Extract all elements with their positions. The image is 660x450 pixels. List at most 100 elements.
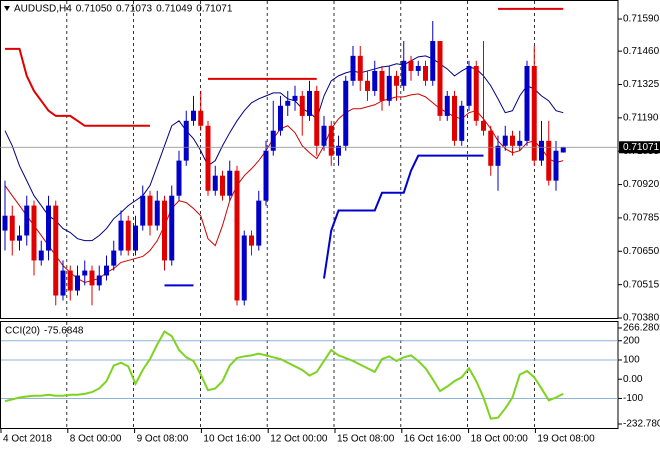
x-tick-label: 18 Oct 00:00 bbox=[471, 434, 529, 445]
candle-body bbox=[473, 65, 479, 121]
candle-body bbox=[307, 90, 312, 116]
candle-body bbox=[560, 147, 566, 153]
candle-body bbox=[365, 80, 370, 91]
candle-body bbox=[118, 220, 124, 251]
x-tick-label: 15 Oct 08:00 bbox=[337, 434, 395, 445]
candle-body bbox=[270, 130, 276, 151]
candle-body bbox=[125, 220, 131, 251]
y-tick-label: 0.71590 bbox=[623, 14, 660, 25]
candle-body bbox=[299, 95, 305, 116]
y-tick-label: 0.71460 bbox=[623, 46, 660, 57]
y-tick-label: 0.71190 bbox=[623, 113, 659, 124]
candle-body bbox=[278, 105, 283, 131]
x-tick-label: 16 Oct 16:00 bbox=[404, 434, 462, 445]
overlay-line bbox=[164, 154, 484, 287]
ohlc-label: 0.71050 bbox=[76, 4, 113, 15]
ohlc-label: 0.71049 bbox=[156, 4, 193, 15]
candle-body bbox=[111, 250, 117, 266]
candle-body bbox=[162, 200, 167, 261]
candle-body bbox=[24, 205, 30, 236]
candle-body bbox=[336, 145, 341, 156]
last-price-label: 0.71071 bbox=[623, 142, 660, 153]
candle-body bbox=[539, 140, 544, 161]
y-tick-label: 0.71325 bbox=[623, 79, 660, 90]
y-tick-label: 0.00 bbox=[623, 374, 643, 385]
indicator-value: -75.6848 bbox=[44, 326, 84, 337]
candle-body bbox=[408, 60, 414, 71]
candle-body bbox=[437, 41, 443, 116]
candle-body bbox=[191, 110, 196, 121]
candle-body bbox=[60, 270, 66, 296]
candle-body bbox=[133, 225, 138, 251]
price-panel bbox=[0, 0, 619, 319]
candle-body bbox=[234, 170, 240, 301]
x-tick-label: 8 Oct 00:00 bbox=[70, 434, 122, 445]
candle-body bbox=[263, 150, 269, 201]
candle-body bbox=[444, 95, 450, 116]
candle-body bbox=[241, 235, 247, 301]
candle-body bbox=[546, 140, 552, 181]
candle-body bbox=[466, 65, 472, 106]
candle-body bbox=[488, 130, 494, 166]
x-tick-label: 10 Oct 16:00 bbox=[203, 434, 261, 445]
candle-body bbox=[75, 275, 80, 291]
candle-body bbox=[147, 195, 153, 226]
candle-body bbox=[553, 150, 559, 181]
y-tick-label: 0.70920 bbox=[623, 179, 660, 190]
candle-body bbox=[176, 160, 182, 196]
candle-body bbox=[82, 270, 88, 276]
candle-body bbox=[205, 125, 211, 191]
candle-body bbox=[510, 135, 515, 146]
candle-body bbox=[96, 275, 102, 286]
candle-body bbox=[495, 145, 501, 166]
candle-body bbox=[343, 80, 349, 146]
candle-body bbox=[104, 265, 109, 276]
y-tick-label: 0.70515 bbox=[623, 279, 660, 290]
y-tick-label: 200 bbox=[623, 335, 640, 346]
ohlc-label: 0.71071 bbox=[196, 4, 233, 15]
candle-body bbox=[67, 270, 73, 291]
x-tick-label: 19 Oct 08:00 bbox=[537, 434, 595, 445]
candle-body bbox=[481, 120, 486, 131]
candle-body bbox=[394, 75, 399, 86]
candle-body bbox=[415, 65, 421, 71]
candle-body bbox=[227, 170, 233, 196]
last-price-box bbox=[619, 141, 660, 154]
y-tick-label: -232.7801 bbox=[623, 419, 660, 430]
candle-body bbox=[38, 250, 44, 261]
symbol: AUDUSD,H4 bbox=[14, 4, 72, 15]
x-tick-label: 4 Oct 2018 bbox=[3, 434, 52, 445]
candle-body bbox=[292, 95, 298, 101]
indicator-title: CCI(20) bbox=[5, 326, 40, 337]
menu-triangle bbox=[4, 6, 10, 11]
candle-body bbox=[169, 195, 175, 261]
candle-body bbox=[183, 120, 189, 161]
candle-body bbox=[220, 175, 225, 196]
y-tick-label: 0.70380 bbox=[623, 313, 660, 324]
cci-panel bbox=[0, 321, 619, 429]
candle-body bbox=[249, 235, 254, 246]
candle-body bbox=[321, 125, 327, 146]
candle-body bbox=[379, 70, 385, 101]
candle-body bbox=[154, 200, 160, 226]
candle-body bbox=[386, 75, 392, 101]
candle-body bbox=[17, 235, 22, 241]
candle-body bbox=[212, 175, 218, 191]
candle-body bbox=[531, 65, 537, 161]
candle-body bbox=[350, 55, 356, 81]
candle-body bbox=[2, 215, 8, 231]
y-tick-label: 0.70785 bbox=[623, 213, 660, 224]
candle-body bbox=[140, 195, 146, 226]
candle-body bbox=[423, 65, 428, 81]
candle-body bbox=[452, 95, 457, 141]
candle-body bbox=[430, 41, 436, 81]
candle-body bbox=[46, 205, 51, 251]
candle-body bbox=[89, 270, 95, 286]
x-tick-label: 9 Oct 08:00 bbox=[137, 434, 189, 445]
candle-body bbox=[372, 70, 378, 91]
overlay-line bbox=[5, 7, 564, 127]
y-tick-label: 0.70650 bbox=[623, 246, 660, 257]
candle-body bbox=[459, 105, 465, 141]
